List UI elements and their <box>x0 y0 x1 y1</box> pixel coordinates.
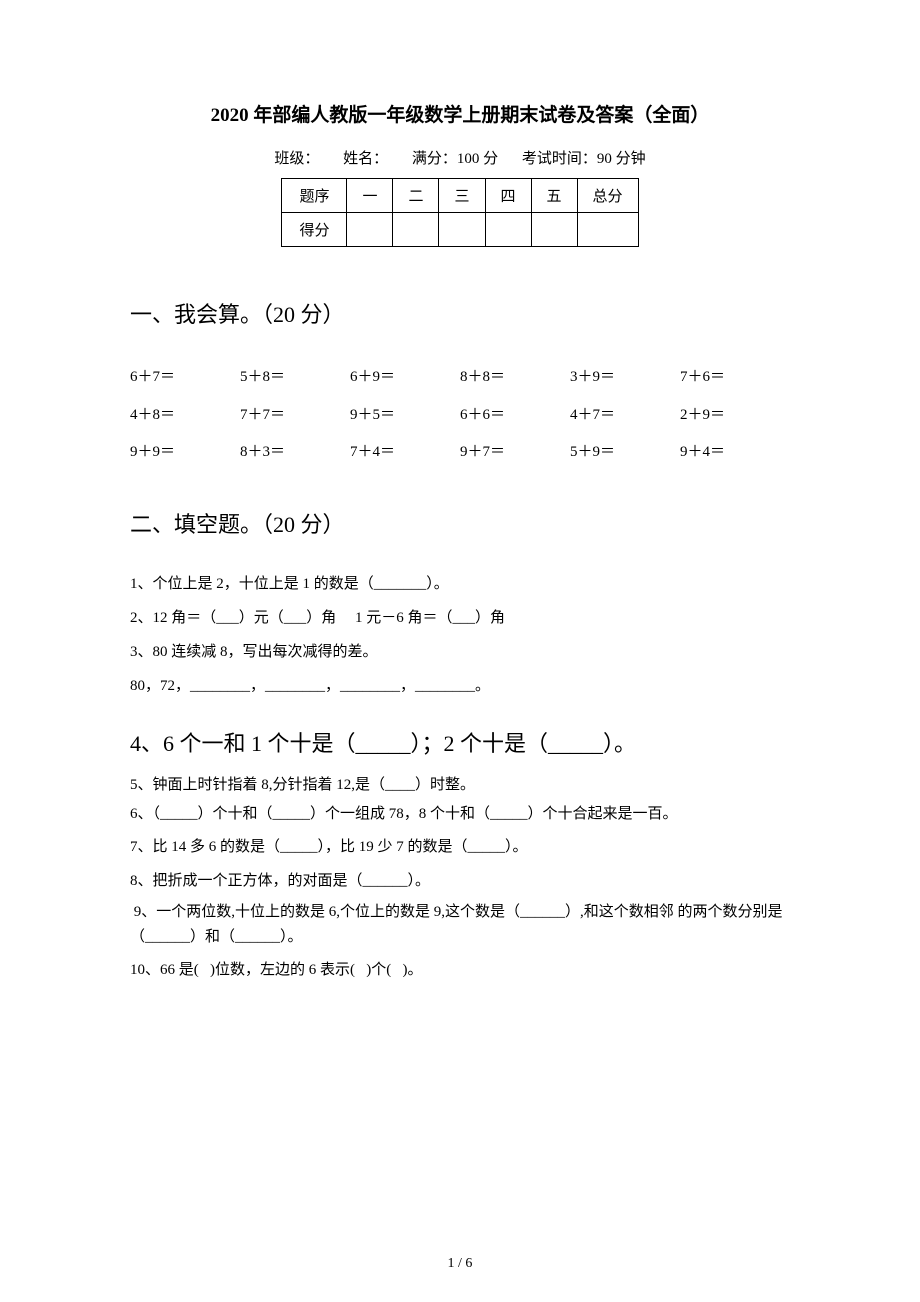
question-5: 5、钟面上时针指着 8,分针指着 12,是（____）时整。 <box>130 773 790 799</box>
question-10: 10、66 是( )位数，左边的 6 表示( )个( )。 <box>130 955 790 985</box>
question-9: 9、一个两位数,十位上的数是 6,个位上的数是 9,这个数是（______）,和… <box>130 900 790 951</box>
calc-cell: 7＋4＝ <box>350 434 460 472</box>
table-cell: 一 <box>347 179 393 213</box>
table-cell <box>347 213 393 247</box>
table-cell: 五 <box>531 179 577 213</box>
calc-cell: 7＋7＝ <box>240 397 350 435</box>
calc-row: 4＋8＝ 7＋7＝ 9＋5＝ 6＋6＝ 4＋7＝ 2＋9＝ <box>130 397 790 435</box>
table-row: 题序 一 二 三 四 五 总分 <box>282 179 638 213</box>
table-cell <box>531 213 577 247</box>
question-3b: 80，72，________，________，________，_______… <box>130 671 790 701</box>
table-cell <box>393 213 439 247</box>
calc-row: 6＋7＝ 5＋8＝ 6＋9＝ 8＋8＝ 3＋9＝ 7＋6＝ <box>130 359 790 397</box>
name-label: 姓名： <box>343 151 388 167</box>
calc-cell: 5＋8＝ <box>240 359 350 397</box>
calc-cell: 9＋4＝ <box>680 434 790 472</box>
table-cell <box>439 213 485 247</box>
calc-cell: 9＋7＝ <box>460 434 570 472</box>
calc-cell: 4＋8＝ <box>130 397 240 435</box>
doc-title: 2020 年部编人教版一年级数学上册期末试卷及答案（全面） <box>130 100 790 127</box>
calc-cell: 9＋9＝ <box>130 434 240 472</box>
section-2-header: 二、填空题。（20 分） <box>130 507 790 539</box>
table-row: 得分 <box>282 213 638 247</box>
table-cell <box>485 213 531 247</box>
full-score-label: 满分：100 分 <box>412 151 498 167</box>
table-cell: 四 <box>485 179 531 213</box>
question-1: 1、个位上是 2，十位上是 1 的数是（_______）。 <box>130 569 790 599</box>
calc-cell: 7＋6＝ <box>680 359 790 397</box>
class-label: 班级： <box>274 151 319 167</box>
time-label: 考试时间：90 分钟 <box>522 151 646 167</box>
question-7: 7、比 14 多 6 的数是（_____），比 19 少 7 的数是（_____… <box>130 832 790 862</box>
table-cell: 题序 <box>282 179 347 213</box>
calc-cell: 9＋5＝ <box>350 397 460 435</box>
question-4: 4、6 个一和 1 个十是（_____）；2 个十是（_____）。 <box>130 726 790 758</box>
calc-cell: 3＋9＝ <box>570 359 680 397</box>
table-cell: 总分 <box>577 179 638 213</box>
calc-cell: 8＋8＝ <box>460 359 570 397</box>
question-8: 8、把折成一个正方体，的对面是（______）。 <box>130 866 790 896</box>
table-cell: 二 <box>393 179 439 213</box>
question-6: 6、（_____）个十和（_____）个一组成 78，8 个十和（_____）个… <box>130 802 790 828</box>
table-cell: 得分 <box>282 213 347 247</box>
question-3: 3、80 连续减 8，写出每次减得的差。 <box>130 637 790 667</box>
calc-grid: 6＋7＝ 5＋8＝ 6＋9＝ 8＋8＝ 3＋9＝ 7＋6＝ 4＋8＝ 7＋7＝ … <box>130 359 790 472</box>
page-number: 1 / 6 <box>0 1256 920 1272</box>
calc-cell: 4＋7＝ <box>570 397 680 435</box>
calc-row: 9＋9＝ 8＋3＝ 7＋4＝ 9＋7＝ 5＋9＝ 9＋4＝ <box>130 434 790 472</box>
calc-cell: 2＋9＝ <box>680 397 790 435</box>
calc-cell: 6＋9＝ <box>350 359 460 397</box>
calc-cell: 8＋3＝ <box>240 434 350 472</box>
calc-cell: 6＋6＝ <box>460 397 570 435</box>
score-table: 题序 一 二 三 四 五 总分 得分 <box>281 178 638 247</box>
calc-cell: 5＋9＝ <box>570 434 680 472</box>
meta-line: 班级： 姓名： 满分：100 分 考试时间：90 分钟 <box>130 147 790 168</box>
calc-cell: 6＋7＝ <box>130 359 240 397</box>
section-1-header: 一、我会算。（20 分） <box>130 297 790 329</box>
table-cell <box>577 213 638 247</box>
question-2: 2、12 角＝（___）元（___）角 1 元－6 角＝（___）角 <box>130 603 790 633</box>
table-cell: 三 <box>439 179 485 213</box>
